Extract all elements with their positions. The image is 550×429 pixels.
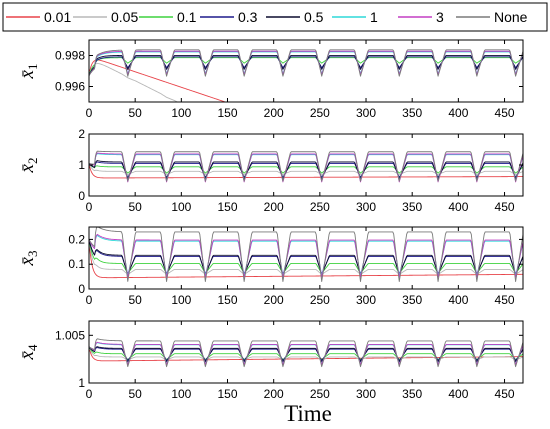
- y-tick-label: 0: [78, 189, 85, 203]
- series-line: [88, 59, 523, 103]
- series-line: [88, 63, 523, 103]
- x-tick-label: 350: [402, 387, 422, 401]
- series-line: [88, 163, 524, 179]
- x-tick-label: 100: [171, 200, 191, 214]
- legend-label: 0.05: [111, 9, 138, 25]
- x-tick-label: 0: [86, 387, 93, 401]
- axes-box: [88, 226, 524, 290]
- series-line: [88, 163, 524, 175]
- series-line: [88, 239, 524, 274]
- y-tick-label: 2: [78, 127, 85, 141]
- x-tick-label: 150: [217, 200, 237, 214]
- legend-label: 0.1: [177, 9, 197, 25]
- series-line: [88, 226, 524, 283]
- x-tick-label: 450: [495, 106, 515, 120]
- x-tick-label: 350: [402, 106, 422, 120]
- x-tick-label: 400: [448, 200, 468, 214]
- y-tick-label: 0.998: [55, 49, 85, 63]
- series-line: [88, 163, 524, 174]
- x-tick-label: 0: [86, 200, 93, 214]
- x-tick-label: 250: [310, 200, 330, 214]
- x-tick-label: 450: [495, 387, 515, 401]
- series-line: [88, 233, 524, 278]
- y-tick-label: 0.1: [68, 257, 85, 271]
- x-tick-label: 200: [264, 106, 284, 120]
- axes-box: [88, 133, 524, 197]
- x-tick-label: 400: [448, 106, 468, 120]
- series-line: [88, 338, 524, 368]
- y-tick-label: 1: [78, 376, 85, 390]
- x-tick-label: 200: [264, 387, 284, 401]
- x-tick-label: 100: [171, 293, 191, 307]
- y-tick-label: 1.005: [55, 328, 85, 342]
- series-line: [88, 239, 524, 275]
- y-tick-label: 0: [78, 282, 85, 296]
- series-line: [88, 50, 524, 76]
- x-tick-label: 250: [310, 387, 330, 401]
- series-line: [88, 239, 524, 279]
- legend-label: 3: [436, 9, 444, 25]
- panel-4: 0 50 100 150 200 250 300 350 400 450 1 1.005 x̄4: [17, 320, 524, 401]
- series-line: [88, 161, 524, 178]
- y-axis-label: x̄4: [17, 344, 40, 360]
- legend-label: 1: [370, 9, 378, 25]
- x-tick-label: 300: [356, 106, 376, 120]
- x-tick-label: 400: [448, 387, 468, 401]
- x-tick-label: 300: [356, 387, 376, 401]
- series-line: [88, 160, 524, 180]
- y-tick-label: 1: [78, 158, 85, 172]
- series-line: [88, 239, 524, 275]
- series-line: [88, 56, 524, 76]
- x-tick-label: 250: [310, 293, 330, 307]
- series-line: [88, 150, 524, 182]
- panels: 0 50 100 150 200 250 300 350 400 4500.9960.998x̄1…: [17, 39, 524, 401]
- x-tick-label: 50: [128, 106, 142, 120]
- series-line: [88, 341, 524, 365]
- x-tick-label: 200: [264, 200, 284, 214]
- x-tick-label: 450: [495, 200, 515, 214]
- series-line: [88, 346, 524, 363]
- x-tick-label: 350: [402, 293, 422, 307]
- x-tick-label: 250: [310, 106, 330, 120]
- panel-1: 0 50 100 150 200 250 300 350 400 450 0.996 0.998 x̄1: [17, 39, 524, 120]
- x-axis-label: Time: [284, 401, 332, 426]
- y-tick-label: 0.996: [55, 80, 85, 94]
- legend-label: None: [494, 9, 528, 25]
- legend-label: 0.5: [304, 9, 324, 25]
- series-line: [88, 54, 524, 76]
- x-tick-label: 300: [356, 293, 376, 307]
- x-tick-label: 150: [217, 387, 237, 401]
- y-tick-label: 0.2: [68, 232, 85, 246]
- x-tick-label: 200: [264, 293, 284, 307]
- x-tick-label: 350: [402, 200, 422, 214]
- x-tick-label: 300: [356, 200, 376, 214]
- x-tick-label: 450: [495, 293, 515, 307]
- x-tick-label: 150: [217, 293, 237, 307]
- x-tick-label: 100: [171, 106, 191, 120]
- axes-box: [88, 39, 524, 103]
- panel-2: 0 50 100 150 200 250 300 350 400 450 0 1 2 x̄2: [17, 127, 524, 214]
- x-tick-label: 50: [128, 200, 142, 214]
- legend-label: 0.3: [238, 9, 258, 25]
- y-axis-label: x̄3: [17, 251, 40, 267]
- series-line: [88, 49, 524, 77]
- y-axis-label: x̄1: [17, 64, 40, 80]
- x-tick-label: 50: [128, 387, 142, 401]
- series-line: [88, 346, 524, 360]
- x-tick-label: 100: [171, 387, 191, 401]
- series-line: [88, 346, 524, 361]
- x-tick-label: 0: [86, 293, 93, 307]
- x-tick-label: 0: [86, 106, 93, 120]
- series-line: [88, 239, 524, 276]
- legend: 0.01 0.05 0.1 0.3 0.5 1 3 None: [2, 2, 548, 32]
- legend-label: 0.01: [44, 9, 71, 25]
- panel-3: 0 50 100 150 200 250 300 350 400 450 0 0.1 0.2 x̄3: [17, 226, 524, 307]
- axes-box: [88, 320, 524, 384]
- series-line: [88, 57, 524, 76]
- x-tick-label: 150: [217, 106, 237, 120]
- y-axis-label: x̄2: [17, 158, 40, 174]
- x-tick-label: 50: [128, 293, 142, 307]
- x-tick-label: 400: [448, 293, 468, 307]
